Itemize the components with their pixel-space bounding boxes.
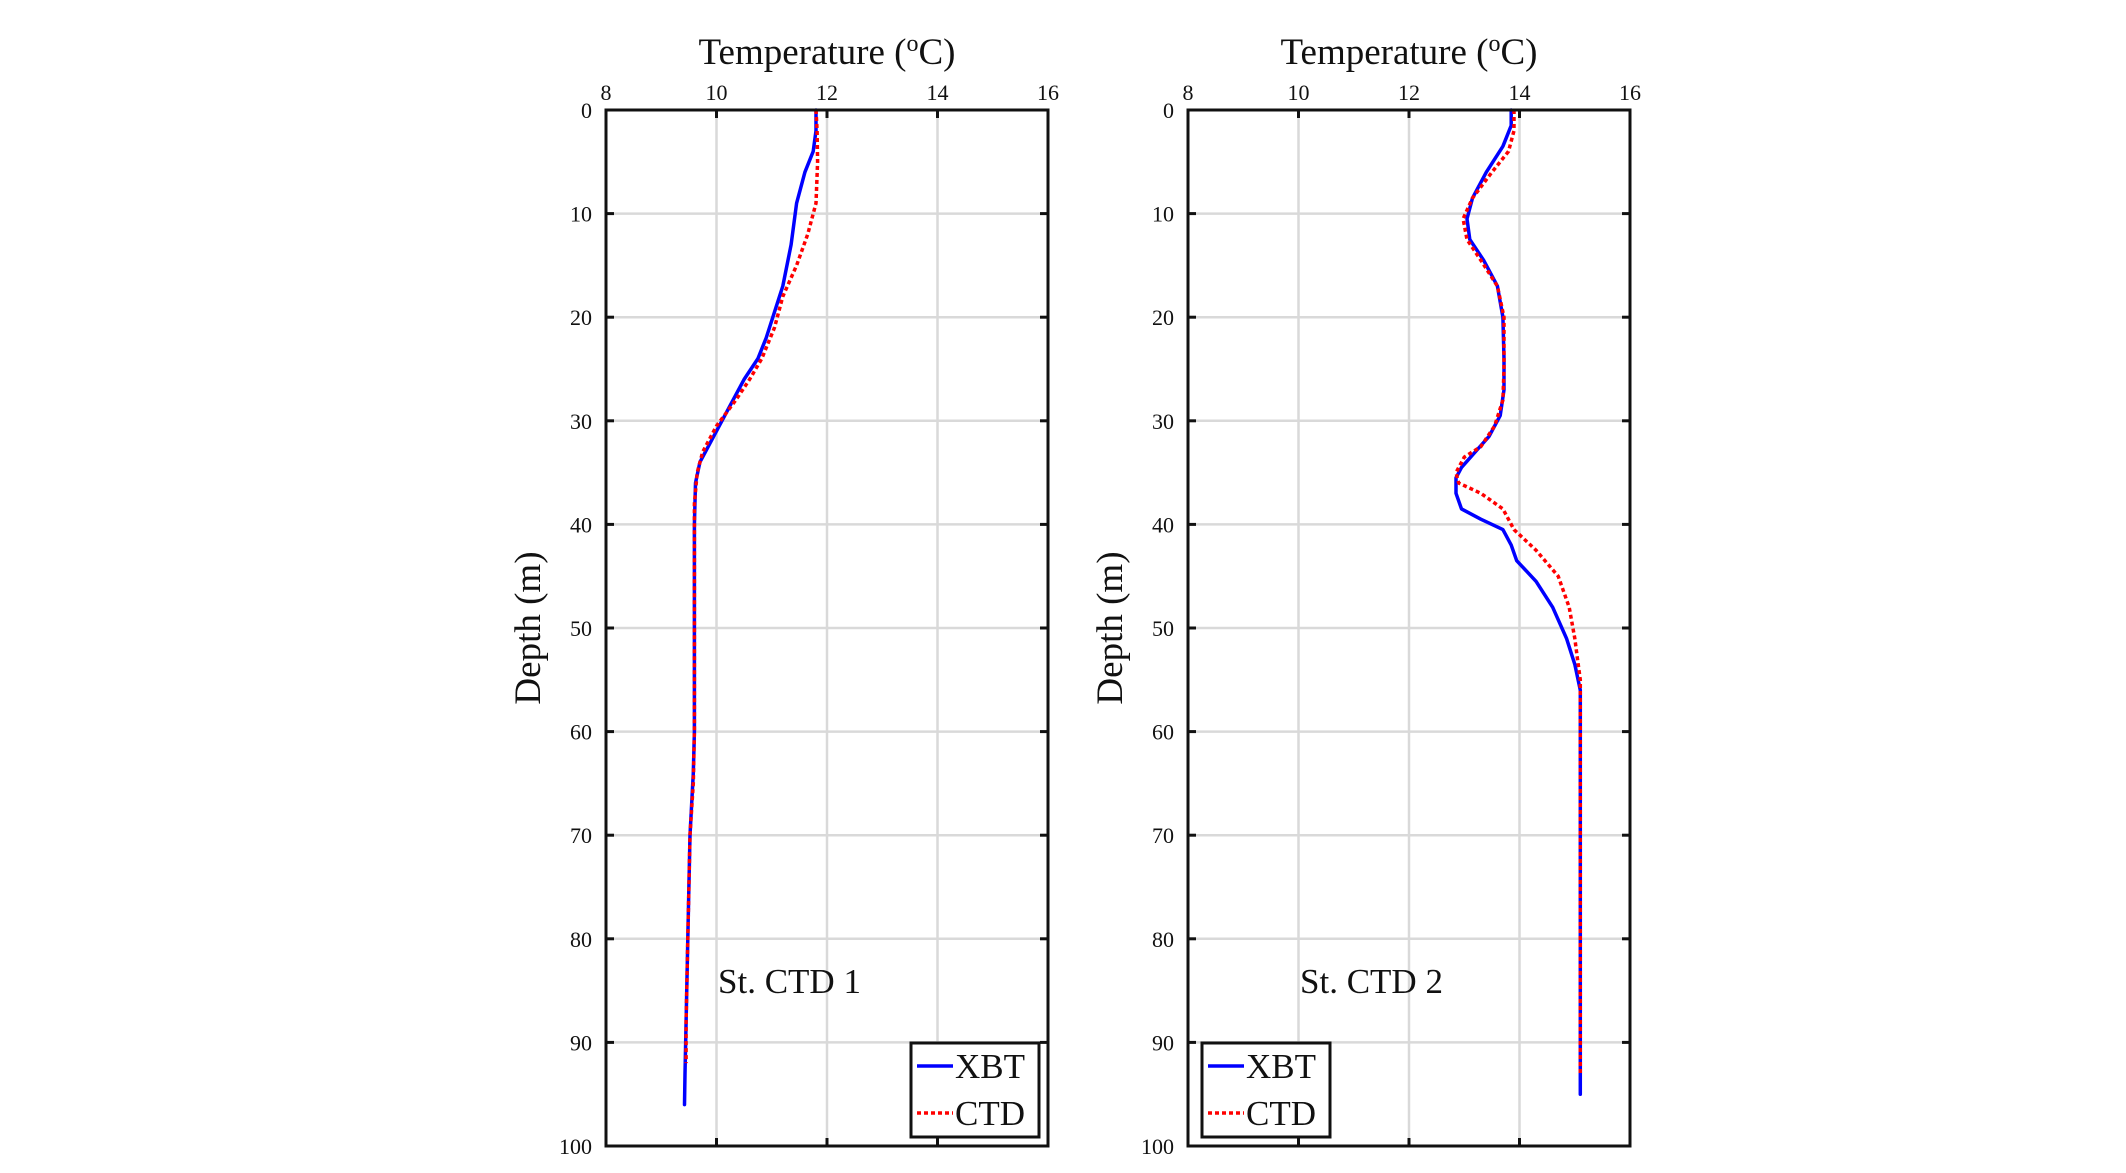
panel-2-x-tick-label: 12 (1398, 80, 1420, 105)
panel-2-y-tick-label: 90 (1152, 1030, 1174, 1055)
panel-2-x-axis-title-sup: o (1488, 31, 1500, 57)
panel-2-x-tick-label: 8 (1183, 80, 1194, 105)
panel-2-series-xbt-line (1454, 108, 1583, 1096)
panel-1-y-tick-label: 10 (570, 202, 592, 227)
panel-2-y-tick-label: 80 (1152, 927, 1174, 952)
panel-1-y-tick-label: 20 (570, 305, 592, 330)
panel-2-y-tick-label: 10 (1152, 202, 1174, 227)
panel-1-legend-xbt-label: XBT (955, 1047, 1025, 1086)
panel-1-x-tick-label: 10 (706, 80, 728, 105)
panel-2-x-tick-label: 10 (1288, 80, 1310, 105)
panel-2-y-tick-label: 70 (1152, 823, 1174, 848)
panel-1-x-axis-title-suffix: C) (918, 32, 955, 73)
panel-1-y-axis-title: Depth (m) (508, 551, 549, 704)
panel-1-x-tick-label: 14 (927, 80, 949, 105)
panel-2-x-tick-label: 14 (1509, 80, 1531, 105)
panel-2-legend-ctd-label: CTD (1246, 1094, 1316, 1133)
panel-2-x-tick-label: 16 (1619, 80, 1641, 105)
panel-1-legend-box (909, 1041, 1041, 1139)
panel-1-x-tick-label: 12 (816, 80, 838, 105)
panel-1-y-tick-label: 60 (570, 720, 592, 745)
panel-2-y-tick-label: 60 (1152, 720, 1174, 745)
panel-2-y-tick-label: 0 (1163, 98, 1174, 123)
panel-2-legend-box (1200, 1041, 1332, 1139)
panel-1-x-axis-title-sup: o (906, 31, 918, 57)
panel-1-x-tick-label: 16 (1037, 80, 1059, 105)
panel-2-x-axis-title: Temperature (oC) (1281, 31, 1538, 73)
panel-2-y-tick-label: 20 (1152, 305, 1174, 330)
panel-2-x-axis-title-suffix: C) (1500, 32, 1537, 73)
panel-1-x-axis-title: Temperature (oC) (699, 31, 956, 73)
panel-1-y-tick-label: 90 (570, 1030, 592, 1055)
panel-1-y-tick-label: 100 (559, 1134, 592, 1159)
panel-1-y-tick-label: 70 (570, 823, 592, 848)
panel-1-x-axis-title-prefix: Temperature ( (699, 32, 907, 73)
panel-2-y-tick-label: 100 (1141, 1134, 1174, 1159)
panel-1-station-annotation: St. CTD 1 (718, 962, 861, 1001)
panel-1-x-tick-label: 8 (601, 80, 612, 105)
panel-2-y-tick-label: 50 (1152, 616, 1174, 641)
panel-1-y-tick-label: 40 (570, 512, 592, 537)
panel-1-y-tick-label: 50 (570, 616, 592, 641)
panel-1-y-tick-label: 0 (581, 98, 592, 123)
panel-2-x-axis-title-prefix: Temperature ( (1281, 32, 1489, 73)
panel-2-y-tick-label: 30 (1152, 409, 1174, 434)
panel-2-group: 8 10 12 14 16 0 10 20 30 40 50 60 70 80 90 100 Temperatu… (1090, 31, 1641, 1159)
panel-2-series-ctd-line (1454, 110, 1583, 1074)
panel-2-legend-xbt-label: XBT (1246, 1047, 1316, 1086)
panel-2-y-tick-label: 40 (1152, 512, 1174, 537)
panel-1-y-tick-label: 80 (570, 927, 592, 952)
panel-2-station-annotation: St. CTD 2 (1300, 962, 1443, 1001)
panel-2-y-axis-title: Depth (m) (1090, 551, 1131, 704)
panel-1-series-xbt-line (682, 108, 818, 1107)
panel-1-y-tick-label: 30 (570, 409, 592, 434)
panel-1-group: 8 10 12 14 16 0 10 20 30 40 50 60 70 80 90 100 Temperatu… (508, 31, 1059, 1159)
panel-1-legend-ctd-label: CTD (955, 1094, 1025, 1133)
panel-1-series-ctd-line (684, 109, 820, 1064)
